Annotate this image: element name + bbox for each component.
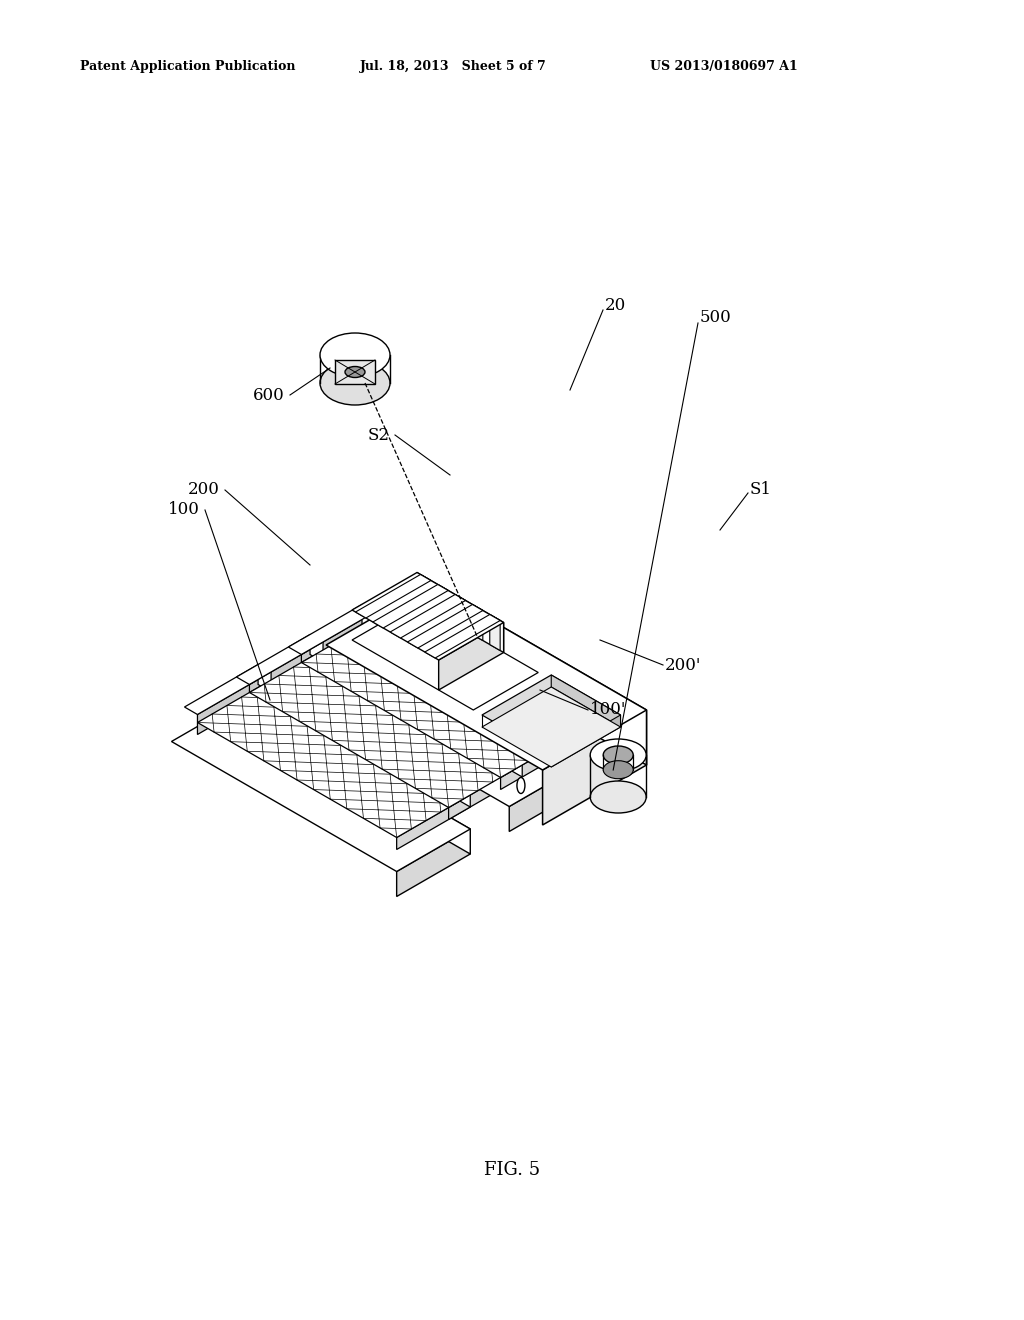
Ellipse shape bbox=[505, 762, 519, 770]
Polygon shape bbox=[284, 634, 583, 807]
Polygon shape bbox=[551, 675, 621, 727]
Polygon shape bbox=[425, 615, 500, 657]
Ellipse shape bbox=[392, 828, 407, 834]
Text: 200: 200 bbox=[188, 482, 220, 499]
Ellipse shape bbox=[422, 611, 438, 619]
Polygon shape bbox=[258, 664, 271, 692]
Text: FIG. 5: FIG. 5 bbox=[484, 1162, 540, 1179]
Text: 100': 100' bbox=[590, 701, 627, 718]
Polygon shape bbox=[390, 594, 466, 638]
Polygon shape bbox=[352, 573, 504, 660]
Polygon shape bbox=[375, 620, 574, 747]
Text: 600: 600 bbox=[253, 387, 285, 404]
Ellipse shape bbox=[348, 672, 361, 678]
Ellipse shape bbox=[319, 360, 390, 405]
Polygon shape bbox=[362, 605, 375, 632]
Polygon shape bbox=[482, 675, 621, 755]
Polygon shape bbox=[482, 686, 621, 767]
Ellipse shape bbox=[236, 737, 249, 743]
Polygon shape bbox=[237, 635, 323, 685]
Polygon shape bbox=[430, 585, 646, 766]
Ellipse shape bbox=[603, 746, 633, 764]
Polygon shape bbox=[455, 594, 466, 631]
Polygon shape bbox=[250, 649, 522, 808]
Polygon shape bbox=[326, 585, 646, 770]
Polygon shape bbox=[501, 735, 574, 789]
Ellipse shape bbox=[319, 333, 390, 378]
Polygon shape bbox=[509, 764, 583, 832]
Text: US 2013/0180697 A1: US 2013/0180697 A1 bbox=[650, 59, 798, 73]
Polygon shape bbox=[301, 612, 375, 675]
Text: Jul. 18, 2013   Sheet 5 of 7: Jul. 18, 2013 Sheet 5 of 7 bbox=[360, 59, 547, 73]
Polygon shape bbox=[449, 766, 522, 820]
Polygon shape bbox=[551, 715, 621, 767]
Polygon shape bbox=[438, 623, 504, 690]
Ellipse shape bbox=[590, 739, 646, 771]
Text: 500: 500 bbox=[700, 309, 732, 326]
Polygon shape bbox=[472, 605, 483, 640]
Polygon shape bbox=[352, 602, 539, 710]
Polygon shape bbox=[335, 360, 375, 384]
Polygon shape bbox=[198, 680, 470, 837]
Polygon shape bbox=[421, 574, 431, 610]
Polygon shape bbox=[438, 585, 449, 620]
Polygon shape bbox=[543, 710, 646, 825]
Polygon shape bbox=[198, 672, 271, 734]
Polygon shape bbox=[357, 634, 583, 789]
Text: 200': 200' bbox=[665, 656, 701, 673]
Polygon shape bbox=[289, 605, 375, 655]
Polygon shape bbox=[310, 635, 323, 663]
Text: 100: 100 bbox=[168, 502, 200, 519]
Ellipse shape bbox=[345, 367, 365, 378]
Text: 20: 20 bbox=[605, 297, 627, 314]
Polygon shape bbox=[489, 615, 500, 651]
Polygon shape bbox=[171, 700, 470, 871]
Polygon shape bbox=[396, 829, 470, 896]
Text: S1: S1 bbox=[750, 482, 772, 499]
Ellipse shape bbox=[517, 777, 525, 793]
Polygon shape bbox=[408, 605, 483, 648]
Text: Patent Application Publication: Patent Application Publication bbox=[80, 59, 296, 73]
Polygon shape bbox=[417, 573, 504, 652]
Polygon shape bbox=[271, 680, 470, 807]
Polygon shape bbox=[245, 700, 470, 854]
Ellipse shape bbox=[590, 781, 646, 813]
Polygon shape bbox=[396, 795, 470, 850]
Text: S2: S2 bbox=[368, 426, 390, 444]
Polygon shape bbox=[184, 664, 271, 714]
Polygon shape bbox=[301, 620, 574, 777]
Polygon shape bbox=[373, 585, 449, 628]
Polygon shape bbox=[250, 642, 323, 705]
Polygon shape bbox=[323, 649, 522, 777]
Ellipse shape bbox=[603, 760, 633, 779]
Polygon shape bbox=[355, 574, 431, 618]
